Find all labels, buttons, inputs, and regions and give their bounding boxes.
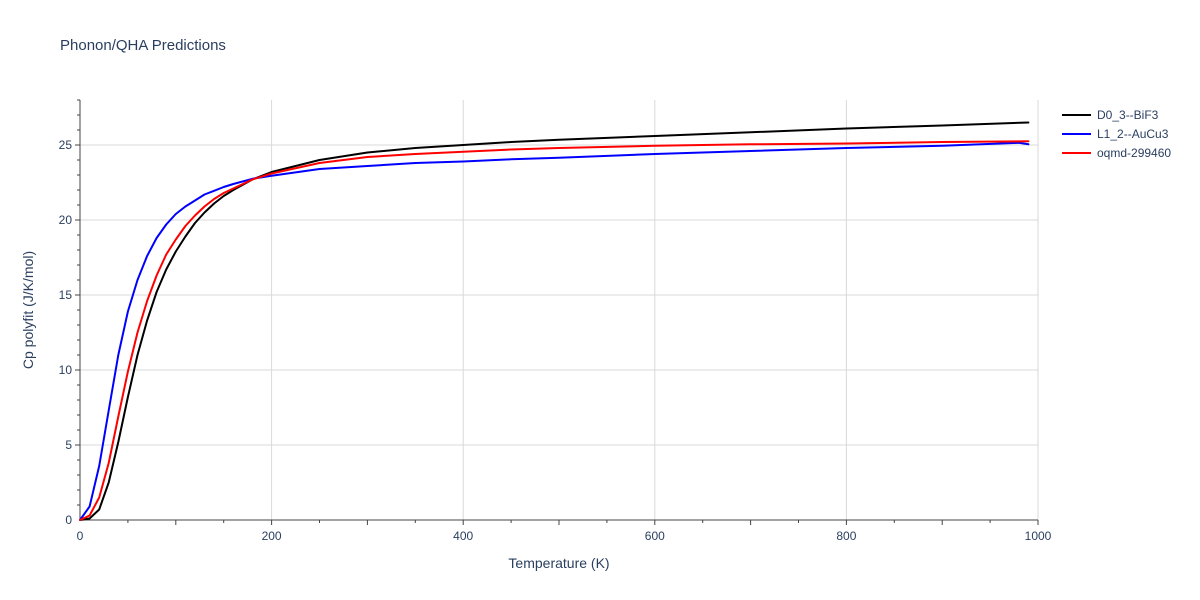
axes: 0 200 400 600 800 1000 0 5 10 15 20 25 (59, 99, 1052, 543)
y-tick-label: 5 (65, 438, 72, 452)
series-lines (79, 121, 1030, 521)
chart-title: Phonon/QHA Predictions (60, 37, 226, 54)
x-tick-label: 1000 (1025, 529, 1052, 543)
grid-lines (80, 100, 1039, 520)
x-tick-label: 800 (836, 529, 856, 543)
y-tick-label: 0 (65, 513, 72, 527)
y-tick-label: 25 (59, 138, 73, 152)
x-tick-label: 400 (453, 529, 473, 543)
legend[interactable]: D0_3--BiF3 L1_2--AuCu3 oqmd-299460 (1062, 108, 1171, 160)
y-tick-label: 10 (59, 363, 73, 377)
legend-label: D0_3--BiF3 (1097, 108, 1159, 122)
x-tick-label: 200 (262, 529, 282, 543)
legend-item[interactable]: D0_3--BiF3 (1062, 108, 1159, 122)
x-tick-label: 600 (645, 529, 665, 543)
series-line-l1-2-aucu3 (79, 141, 1030, 521)
y-axis-title: Cp polyfit (J/K/mol) (20, 251, 36, 369)
x-tick-label: 0 (77, 529, 84, 543)
legend-item[interactable]: L1_2--AuCu3 (1062, 127, 1169, 141)
y-tick-label: 15 (59, 288, 73, 302)
series-line-oqmd-299460 (79, 140, 1030, 521)
legend-label: oqmd-299460 (1097, 146, 1171, 160)
legend-label: L1_2--AuCu3 (1097, 127, 1169, 141)
legend-item[interactable]: oqmd-299460 (1062, 146, 1171, 160)
series-line-d0-3-bif3 (79, 121, 1030, 521)
x-axis-title: Temperature (K) (508, 555, 609, 571)
y-tick-label: 20 (59, 213, 73, 227)
